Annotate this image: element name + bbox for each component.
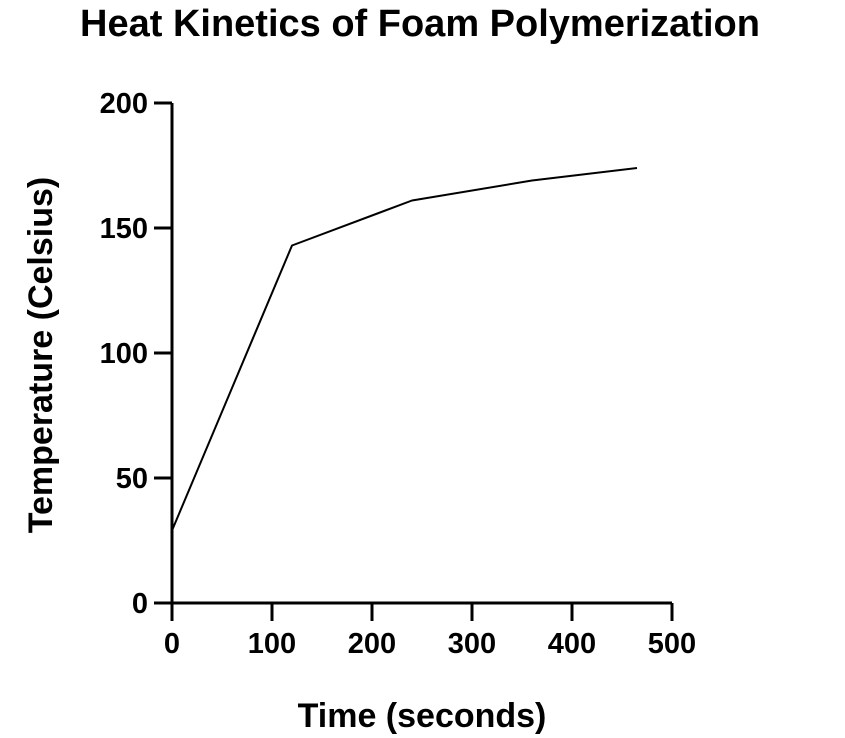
y-tick-label: 50 (116, 463, 148, 495)
x-tick-label: 300 (448, 628, 496, 660)
chart-title: Heat Kinetics of Foam Polymerization (80, 3, 760, 45)
x-tick-label: 100 (248, 628, 296, 660)
y-axis-label: Temperature (Celsius) (22, 177, 60, 533)
x-tick-label: 0 (164, 628, 180, 660)
x-axis-label: Time (seconds) (298, 697, 547, 735)
x-tick-label: 400 (548, 628, 596, 660)
x-tick-label: 200 (348, 628, 396, 660)
series-group (171, 167, 638, 531)
x-tick-label: 500 (648, 628, 696, 660)
ticks: 0 50 100 150 200 0 100 200 300 400 500 (100, 88, 697, 660)
y-tick-label: 200 (100, 88, 148, 120)
y-tick-label: 100 (100, 338, 148, 370)
y-tick-label: 150 (100, 213, 148, 245)
series-line (171, 167, 638, 531)
y-tick-label: 0 (132, 588, 148, 620)
